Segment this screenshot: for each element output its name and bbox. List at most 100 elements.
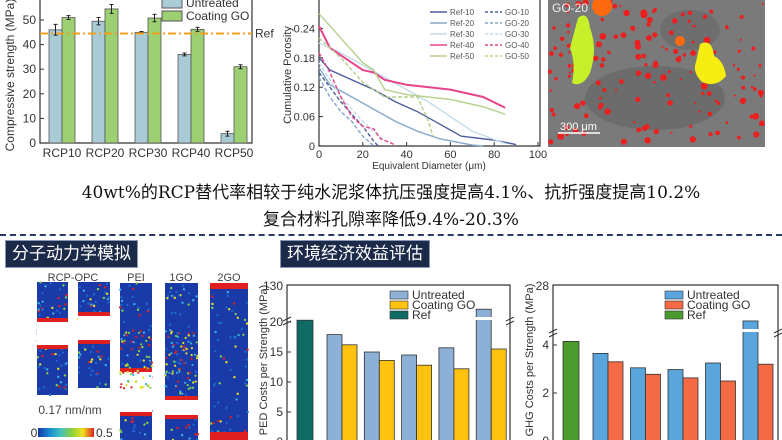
- md-atom: [119, 386, 122, 389]
- sem-scale-label: 300 μm: [560, 121, 597, 133]
- md-atom: [179, 367, 182, 371]
- chart2-xtick-label: 20: [357, 149, 369, 161]
- chart4-axis-break: [548, 328, 558, 338]
- chart2-legend-label: GO-30: [505, 30, 530, 39]
- md-atom: [121, 309, 124, 312]
- chart3-legend-label: Untreated: [412, 288, 465, 302]
- chart2-line-ref-30: [318, 42, 506, 145]
- md-atom: [183, 347, 186, 351]
- md-atom: [98, 382, 102, 385]
- md-atom: [39, 349, 42, 352]
- chart4-legend-swatch: [664, 300, 684, 310]
- chart2-ytick-label: 0: [309, 141, 315, 153]
- md-atom: [170, 428, 173, 431]
- sem-pore: [558, 52, 564, 57]
- chart1-ylabel: Compressive strength (MPa): [3, 0, 17, 151]
- md-atom: [164, 374, 167, 377]
- md-atom: [194, 433, 197, 436]
- sem-pore-cluster-orange: [592, 0, 612, 16]
- md-atom: [143, 366, 146, 369]
- md-atom: [211, 295, 214, 298]
- md-atom: [196, 354, 199, 357]
- sem-pore: [596, 56, 599, 59]
- sem-pore: [732, 63, 736, 67]
- sem-pore: [567, 64, 572, 68]
- chart3-bar-coating-go: [453, 368, 470, 440]
- chart1-ytick-label: 0: [29, 136, 36, 150]
- md-atom: [100, 355, 103, 358]
- chart3-legend-label: Ref: [412, 308, 431, 322]
- md-atom: [136, 369, 139, 372]
- md-atom: [46, 372, 49, 375]
- md-fracture-edge: [120, 368, 152, 372]
- md-atom: [212, 421, 215, 425]
- md-atom: [38, 313, 41, 317]
- chart1-ref-label: Ref: [255, 27, 274, 41]
- md-atom: [79, 305, 82, 308]
- sem-pore: [583, 113, 589, 119]
- chart3-legend-swatch: [389, 290, 409, 300]
- eco-section-header: 环境经济效益评估: [280, 240, 430, 268]
- md-atom: [119, 373, 122, 376]
- chart3-bar-coating-go: [490, 348, 507, 440]
- chart4-bar-untreated: [742, 320, 759, 440]
- md-atom: [188, 426, 192, 429]
- md-atom: [58, 288, 61, 291]
- sem-pore: [702, 14, 708, 19]
- chart4-axes: [552, 284, 779, 440]
- chart1-error-bar: [152, 13, 157, 23]
- sem-pore: [712, 50, 717, 55]
- md-fracture-edge: [78, 340, 110, 344]
- sem-pore: [602, 87, 607, 93]
- chart3-ytick-label: 20: [270, 315, 284, 329]
- md-atom: [166, 376, 170, 379]
- md-atom: [92, 304, 96, 308]
- md-atom: [91, 369, 94, 373]
- chart1-bar-RCP40-untreated: [177, 54, 192, 144]
- sem-pore: [736, 67, 740, 71]
- chart3-ytick-label: 10: [270, 375, 284, 389]
- md-atom: [97, 355, 100, 358]
- md-atom: [122, 341, 126, 344]
- md-atom: [107, 301, 110, 304]
- md-atom: [38, 304, 42, 307]
- sem-pore: [652, 9, 656, 14]
- md-atom: [187, 303, 190, 306]
- chart1-ytick-label: 10: [23, 111, 37, 125]
- md-atom: [54, 352, 57, 356]
- md-atom: [89, 373, 93, 377]
- chart1-bar-RCP30-coating-go: [147, 17, 162, 144]
- sem-pore: [703, 36, 711, 44]
- md-atom: [122, 371, 125, 374]
- md-atom: [89, 360, 93, 364]
- md-atom: [123, 333, 126, 337]
- md-atom: [246, 410, 249, 414]
- md-atom: [177, 362, 181, 365]
- md-atom: [175, 334, 178, 338]
- md-atom: [52, 312, 55, 315]
- md-atom: [181, 392, 184, 395]
- sem-pore-cluster-green: [570, 15, 594, 85]
- md-atom: [121, 340, 124, 343]
- md-atom: [189, 386, 192, 389]
- md-atom: [219, 420, 222, 423]
- chart2-legend-label: GO-50: [505, 52, 530, 61]
- sem-pore: [671, 18, 678, 24]
- md-atom: [146, 421, 149, 425]
- md-atom: [236, 392, 239, 395]
- sem-pore: [635, 53, 642, 60]
- md-atom: [245, 322, 249, 325]
- md-atom: [133, 423, 136, 427]
- sem-pore: [623, 9, 630, 17]
- md-atom: [65, 362, 68, 365]
- md-atom: [41, 308, 44, 311]
- md-atom: [93, 309, 96, 313]
- sem-pore: [706, 91, 712, 96]
- md-atom: [94, 361, 98, 365]
- md-atom: [138, 346, 141, 349]
- md-atom: [104, 383, 107, 386]
- md-atom: [130, 348, 133, 351]
- md-atom: [166, 294, 170, 298]
- sem-pore: [567, 51, 571, 54]
- md-atom: [82, 289, 86, 292]
